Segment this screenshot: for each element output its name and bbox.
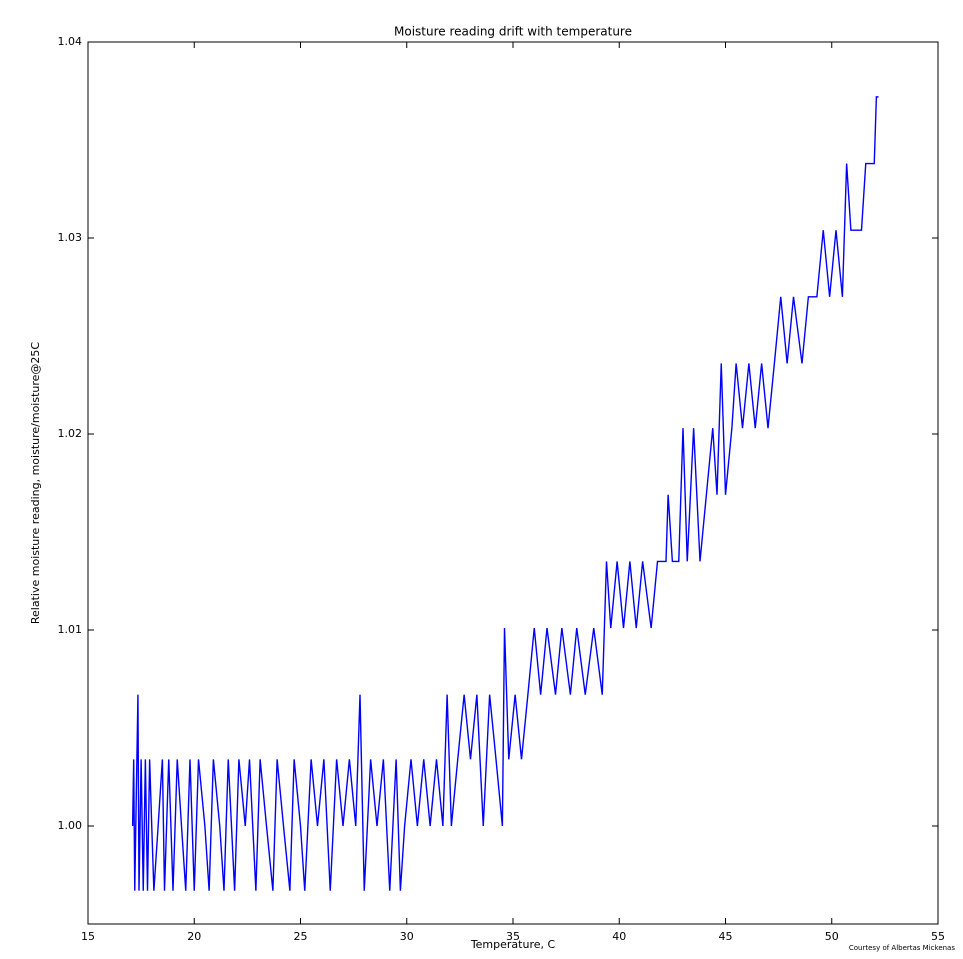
y-tick-label: 1.00 [58,819,83,832]
x-tick-label: 30 [400,930,414,943]
chart-title: Moisture reading drift with temperature [394,25,632,39]
annotation: Courtesy of Albertas Mickenas [849,944,955,952]
x-axis-label: Temperature, C [470,938,556,951]
x-tick-label: 35 [506,930,520,943]
x-tick-label: 40 [612,930,626,943]
y-tick-label: 1.01 [58,623,83,636]
data-line [131,96,879,891]
x-tick-label: 25 [294,930,308,943]
y-axis-label: Relative moisture reading, moisture/mois… [29,342,42,625]
x-tick-label: 45 [719,930,733,943]
y-tick-label: 1.03 [58,231,83,244]
x-tick-label: 55 [931,930,945,943]
x-tick-label: 50 [825,930,839,943]
x-tick-label: 20 [187,930,201,943]
x-tick-label: 15 [81,930,95,943]
y-tick-label: 1.02 [58,427,83,440]
y-tick-label: 1.04 [58,35,83,48]
